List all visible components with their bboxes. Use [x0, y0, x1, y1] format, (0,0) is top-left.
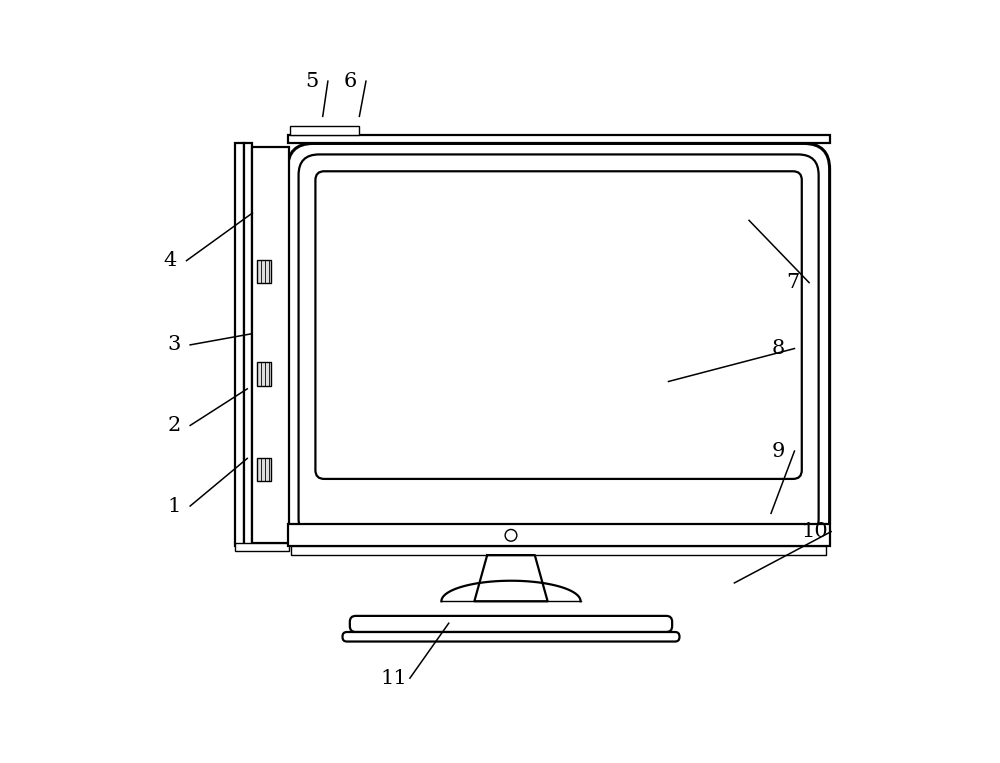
Bar	[252, 147, 289, 542]
Text: 9: 9	[772, 442, 785, 461]
Bar	[257, 458, 271, 481]
Text: 4: 4	[164, 251, 177, 270]
Text: 3: 3	[167, 336, 181, 354]
Text: 1: 1	[167, 497, 181, 516]
Text: 8: 8	[772, 339, 785, 358]
Text: 2: 2	[167, 416, 181, 435]
Text: 10: 10	[802, 522, 828, 541]
Text: 6: 6	[343, 72, 356, 91]
FancyBboxPatch shape	[350, 616, 672, 632]
Bar	[290, 126, 359, 134]
FancyBboxPatch shape	[288, 143, 830, 546]
Text: 11: 11	[380, 668, 407, 687]
FancyBboxPatch shape	[343, 632, 679, 642]
Bar	[288, 524, 830, 546]
Bar	[291, 546, 826, 555]
Bar	[235, 542, 289, 552]
Bar	[288, 134, 830, 143]
Polygon shape	[474, 555, 548, 601]
FancyBboxPatch shape	[315, 171, 802, 479]
Circle shape	[505, 530, 517, 541]
Bar	[244, 143, 252, 546]
Polygon shape	[441, 581, 581, 601]
Text: 7: 7	[786, 273, 800, 292]
Bar	[257, 260, 271, 283]
Bar	[235, 143, 244, 546]
Bar	[257, 362, 271, 386]
Text: 5: 5	[305, 72, 318, 91]
